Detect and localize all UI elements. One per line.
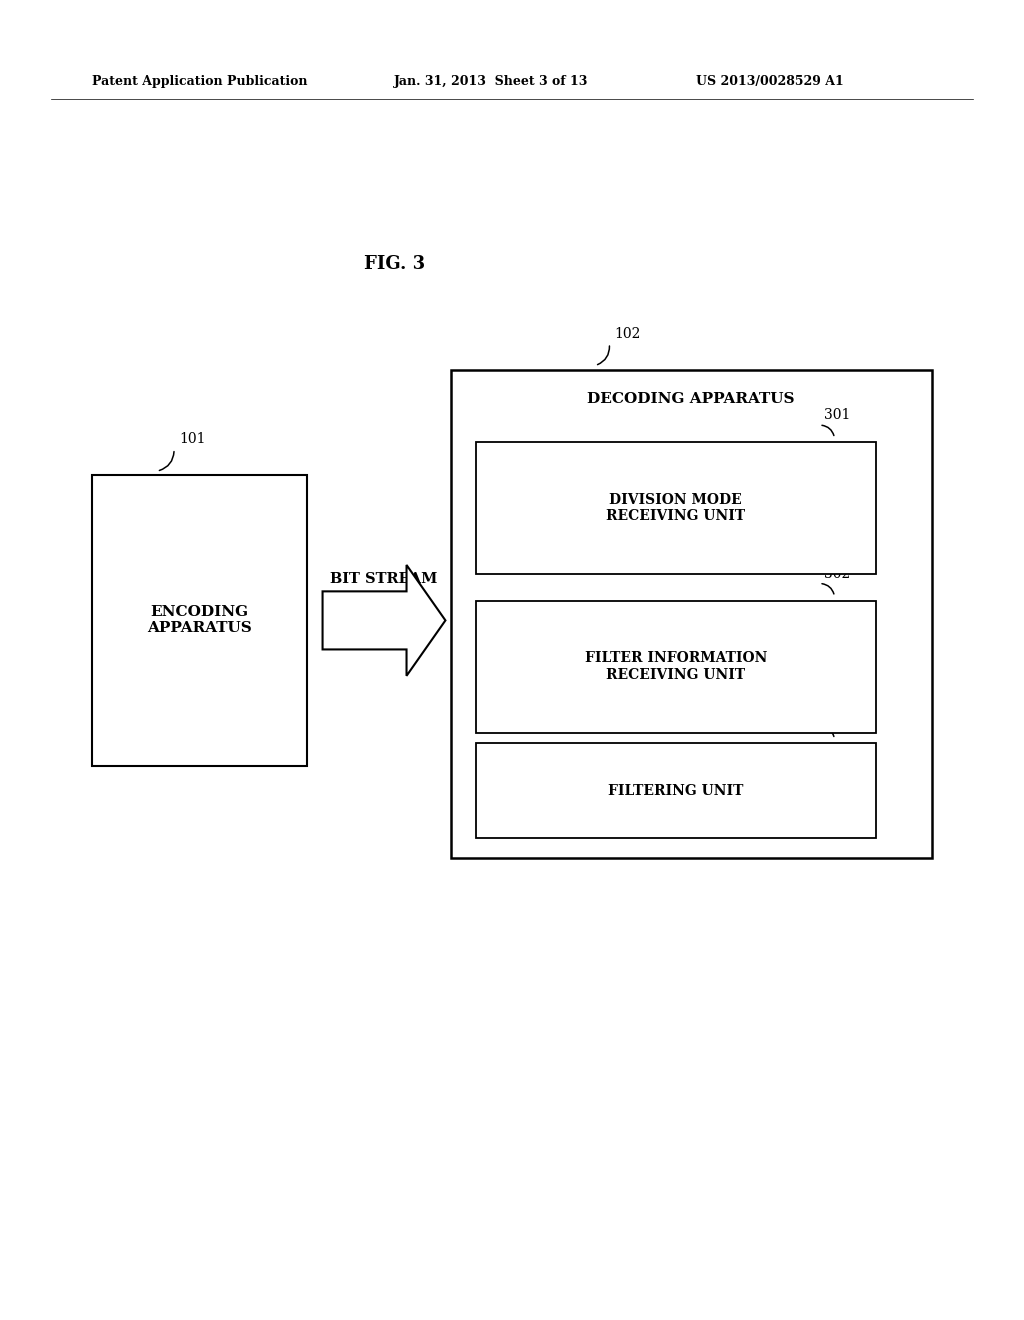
Text: DIVISION MODE
RECEIVING UNIT: DIVISION MODE RECEIVING UNIT bbox=[606, 494, 745, 523]
Bar bbox=[92, 475, 307, 766]
Polygon shape bbox=[323, 565, 445, 676]
Text: US 2013/0028529 A1: US 2013/0028529 A1 bbox=[696, 75, 844, 88]
Bar bbox=[476, 743, 876, 838]
Text: 101: 101 bbox=[179, 432, 206, 446]
Text: FILTER INFORMATION
RECEIVING UNIT: FILTER INFORMATION RECEIVING UNIT bbox=[585, 652, 767, 681]
Bar bbox=[476, 442, 876, 574]
Bar bbox=[451, 370, 932, 858]
Text: FILTERING UNIT: FILTERING UNIT bbox=[608, 784, 743, 797]
Text: ENCODING
APPARATUS: ENCODING APPARATUS bbox=[147, 606, 252, 635]
Text: DECODING APPARATUS: DECODING APPARATUS bbox=[588, 392, 795, 405]
Text: 301: 301 bbox=[824, 408, 851, 422]
Text: 102: 102 bbox=[614, 326, 641, 341]
Text: FIG. 3: FIG. 3 bbox=[364, 255, 425, 273]
Text: Jan. 31, 2013  Sheet 3 of 13: Jan. 31, 2013 Sheet 3 of 13 bbox=[394, 75, 589, 88]
Bar bbox=[476, 601, 876, 733]
Text: 302: 302 bbox=[824, 566, 851, 581]
Text: Patent Application Publication: Patent Application Publication bbox=[92, 75, 307, 88]
Text: BIT STREAM: BIT STREAM bbox=[331, 572, 437, 586]
Text: 303: 303 bbox=[824, 709, 851, 723]
